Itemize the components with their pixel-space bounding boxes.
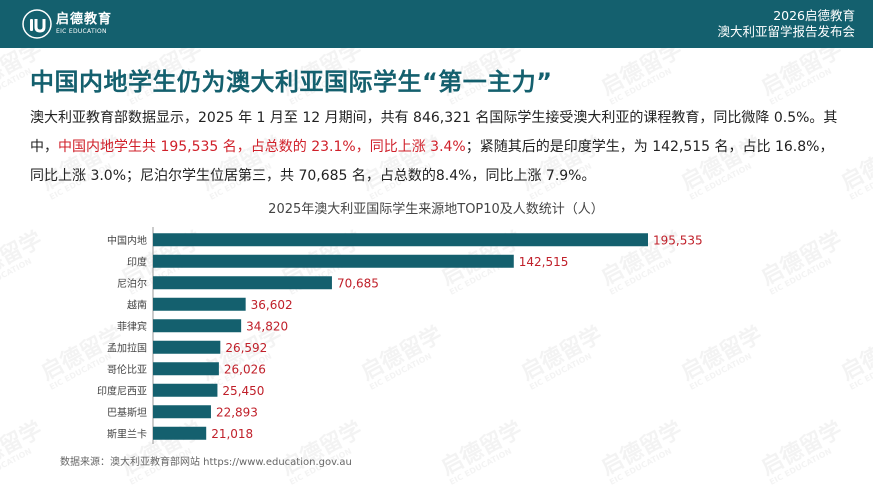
watermark: 启德留学EIC EDUCATION <box>757 48 850 107</box>
eic-logo: 启德教育 EIC EDUCATION <box>22 8 112 40</box>
logo-text-cn: 启德教育 <box>56 12 113 27</box>
bar <box>153 362 219 376</box>
watermark-text-en: EIC EDUCATION <box>0 439 50 487</box>
value-label: 22,893 <box>216 405 258 419</box>
bar <box>153 254 514 268</box>
logo-text-en: EIC EDUCATION <box>56 28 107 35</box>
watermark-text-en: EIC EDUCATION <box>448 439 529 487</box>
category-label: 巴基斯坦 <box>107 406 147 419</box>
summary-part-2: ；紧随其后的是印度学生，为 142,515 名，占比 16.8%，同比上涨 3.… <box>30 139 834 184</box>
value-label: 25,450 <box>222 384 264 398</box>
value-label: 36,602 <box>251 298 293 312</box>
value-label: 195,535 <box>653 233 703 247</box>
value-label: 26,026 <box>224 362 266 376</box>
bar <box>153 319 242 333</box>
category-label: 菲律宾 <box>117 320 147 333</box>
summary-paragraph: 澳大利亚教育部数据显示，2025 年 1 月至 12 月期间，共有 846,32… <box>30 104 845 191</box>
category-label: 哥伦比亚 <box>107 363 147 376</box>
watermark-text-en: EIC EDUCATION <box>608 59 689 107</box>
category-label: 斯里兰卡 <box>107 427 147 440</box>
bar <box>153 383 218 397</box>
chart-title: 2025年澳大利亚国际学生来源地TOP10及人数统计（人） <box>268 201 604 217</box>
value-label: 26,592 <box>225 341 267 355</box>
category-label: 越南 <box>127 298 147 311</box>
value-label: 34,820 <box>246 319 288 333</box>
summary-highlight: 中国内地学生共 195,535 名，占总数的 23.1%，同比上涨 3.4% <box>58 139 466 155</box>
event-title-line1: 2026启德教育 <box>773 8 855 23</box>
bar <box>153 426 207 440</box>
watermark-text-en: EIC EDUCATION <box>848 154 873 202</box>
bar <box>153 405 211 419</box>
bar <box>153 233 648 247</box>
event-title: 2026启德教育 澳大利亚留学报告发布会 <box>717 8 855 40</box>
watermark: 启德留学EIC EDUCATION <box>597 48 690 107</box>
category-label: 中国内地 <box>107 234 147 247</box>
watermark-text-cn: 启德留学 <box>597 48 686 101</box>
category-label: 尼泊尔 <box>117 277 147 290</box>
data-source: 数据来源：澳大利亚教育部网站 https://www.education.gov… <box>60 457 352 468</box>
bar <box>153 340 221 354</box>
event-title-line2: 澳大利亚留学报告发布会 <box>717 24 855 39</box>
value-label: 21,018 <box>211 427 253 441</box>
eic-logo-icon <box>22 9 52 39</box>
watermark-text-en: EIC EDUCATION <box>608 439 689 487</box>
value-label: 70,685 <box>337 276 379 290</box>
summary-part-1: 澳大利亚教育部数据显示，2025 年 1 月至 12 月期间，共有 846,32… <box>30 110 838 155</box>
header-bar: 启德教育 EIC EDUCATION 2026启德教育 澳大利亚留学报告发布会 <box>0 0 873 48</box>
bar-chart: 2025年澳大利亚国际学生来源地TOP10及人数统计（人） 中国内地 195,535… <box>97 201 703 444</box>
watermark-text-cn: 启德留学 <box>757 48 846 101</box>
value-label: 142,515 <box>519 255 569 269</box>
category-label: 孟加拉国 <box>107 341 147 354</box>
category-label: 印度 <box>127 255 147 268</box>
bar <box>153 276 332 290</box>
category-label: 印度尼西亚 <box>97 384 147 397</box>
bar <box>153 297 246 311</box>
watermark-text-en: EIC EDUCATION <box>768 59 849 107</box>
watermark-text-en: EIC EDUCATION <box>768 439 849 487</box>
page-title: 中国内地学生仍为澳大利亚国际学生“第一主力” <box>30 68 553 96</box>
